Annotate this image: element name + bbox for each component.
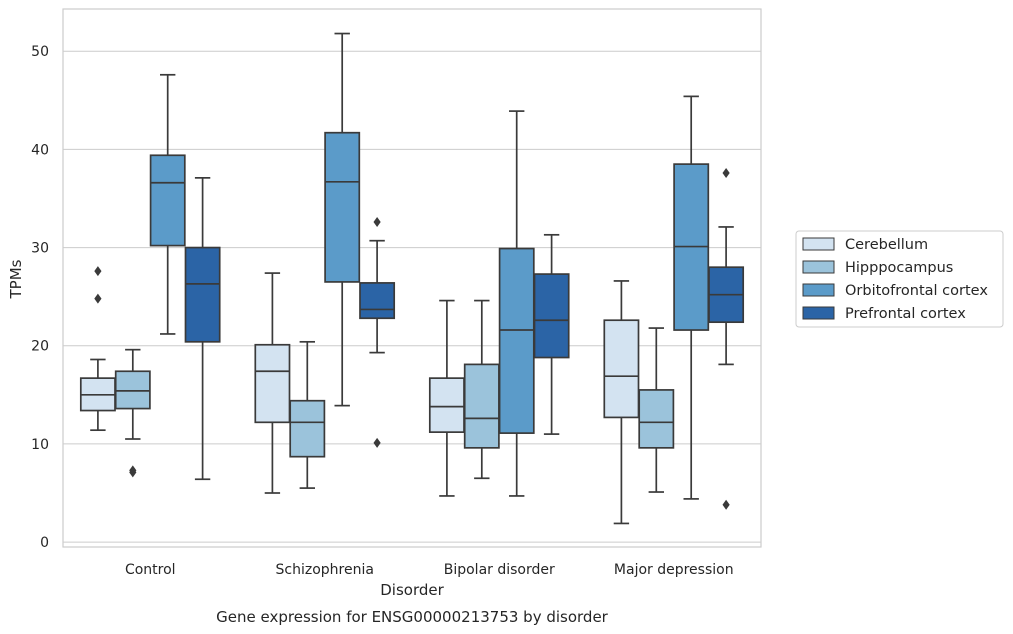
- plot-area-frame: [62, 8, 762, 548]
- grid-lines: [63, 50, 761, 543]
- outlier-point: [94, 266, 102, 277]
- box-prefrontal-cortex: [184, 177, 221, 481]
- box-iqr: [184, 246, 221, 343]
- box-iqr: [603, 319, 640, 419]
- outlier-point: [373, 217, 381, 228]
- y-tick-label: 30: [31, 241, 49, 257]
- box-iqr: [498, 247, 535, 434]
- legend-swatch: [802, 283, 835, 297]
- legend: Cerebellum Hipppocampus Orbitofrontal cort…: [795, 230, 1004, 328]
- chart-caption: Gene expression for ENSG00000213753 by d…: [216, 608, 609, 626]
- box-iqr: [149, 154, 186, 247]
- box-hipppocampus: [463, 299, 500, 480]
- box-prefrontal-cortex: [533, 233, 570, 435]
- box-iqr: [359, 282, 396, 320]
- legend-label: Cerebellum: [845, 237, 928, 253]
- box-orbitofrontal-cortex: [498, 110, 535, 497]
- box-iqr: [463, 363, 500, 449]
- box-prefrontal-cortex: [359, 217, 396, 448]
- y-tick-label: 10: [31, 437, 49, 453]
- box-orbitofrontal-cortex: [149, 73, 186, 335]
- legend-swatch: [802, 260, 835, 274]
- legend-swatch: [802, 306, 835, 320]
- box-hipppocampus: [289, 340, 326, 489]
- y-tick-label: 0: [40, 535, 49, 551]
- box-orbitofrontal-cortex: [673, 95, 710, 500]
- box-cerebellum: [79, 266, 116, 432]
- box-iqr: [324, 131, 361, 283]
- outlier-point: [722, 167, 730, 178]
- legend-label: Orbitofrontal cortex: [845, 283, 988, 299]
- box-hipppocampus: [638, 327, 675, 493]
- y-tick-label: 20: [31, 339, 49, 355]
- box-iqr: [254, 343, 291, 424]
- legend-label: Hipppocampus: [845, 260, 953, 276]
- box-groups: [79, 32, 745, 525]
- box-cerebellum: [254, 272, 291, 494]
- x-tick-label: Bipolar disorder: [444, 562, 555, 578]
- y-axis-label: TPMs: [7, 259, 25, 299]
- x-tick-label: Control: [125, 562, 176, 578]
- box-cerebellum: [428, 299, 465, 497]
- box-iqr: [114, 370, 151, 410]
- legend-label: Prefrontal cortex: [845, 306, 966, 322]
- outlier-point: [129, 465, 137, 476]
- outlier-point: [373, 437, 381, 448]
- outlier-point: [94, 293, 102, 304]
- box-iqr: [533, 273, 570, 359]
- legend-swatch: [802, 237, 835, 251]
- box-prefrontal-cortex: [708, 167, 745, 510]
- x-axis-label: Disorder: [380, 581, 444, 599]
- y-axis-ticks: 0 10 20 30 40 50: [31, 44, 49, 551]
- outlier-point: [722, 499, 730, 510]
- box-iqr: [289, 399, 326, 458]
- y-tick-label: 50: [31, 44, 49, 60]
- box-orbitofrontal-cortex: [324, 32, 361, 407]
- box-iqr: [638, 389, 675, 449]
- legend-frame: [795, 230, 1004, 328]
- x-axis-ticks: Control Schizophrenia Bipolar disorder Majo…: [125, 562, 734, 578]
- box-hipppocampus: [114, 348, 151, 478]
- x-tick-label: Schizophrenia: [276, 562, 374, 578]
- x-tick-label: Major depression: [614, 562, 734, 578]
- box-cerebellum: [603, 280, 640, 525]
- y-tick-label: 40: [31, 142, 49, 158]
- box-iqr: [428, 377, 465, 433]
